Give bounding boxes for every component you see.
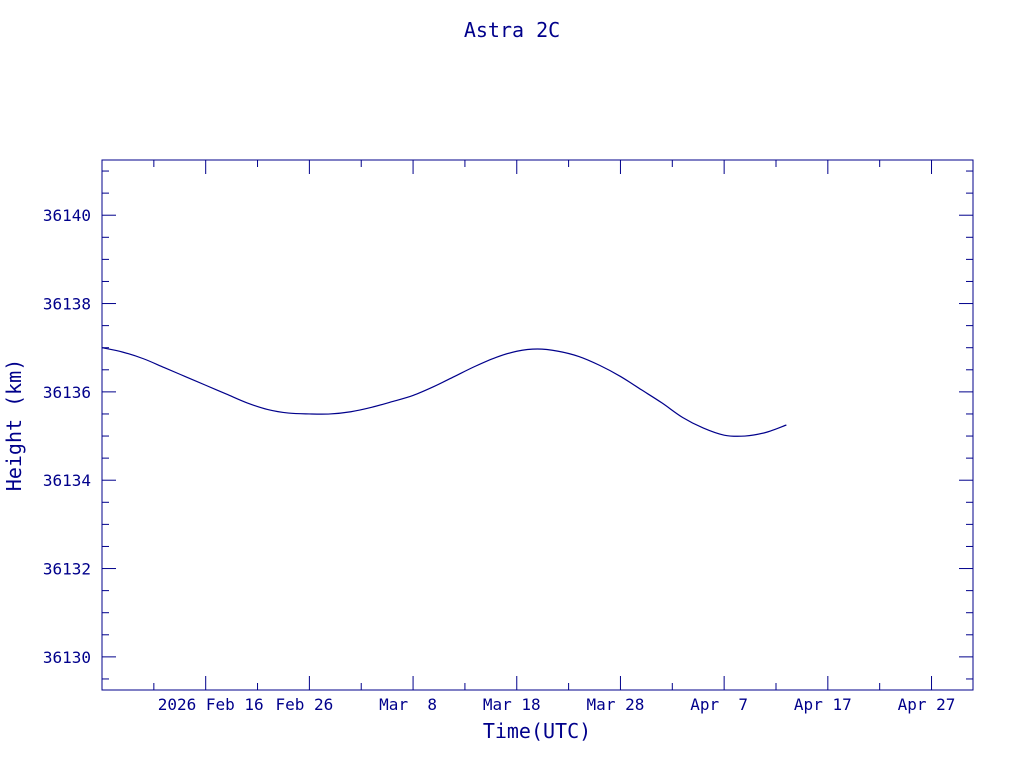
x-tick-label: Mar 8 (379, 695, 437, 714)
x-tick-label: Apr 17 (794, 695, 852, 714)
x-tick-label: 2026 Feb 16 (158, 695, 264, 714)
y-tick-label: 36138 (43, 295, 91, 314)
y-tick-label: 36136 (43, 383, 91, 402)
series-layer (101, 347, 787, 437)
chart-title: Astra 2C (464, 18, 560, 42)
y-tick-label: 36130 (43, 648, 91, 667)
x-axis-ticks: 2026 Feb 16 Feb 26 Mar 8 Mar 18 Mar 28 Apr 7 A… (153, 160, 956, 714)
y-tick-label: 36132 (43, 560, 91, 579)
y-axis-ticks: 36130 36132 36134 36136 36138 36140 (43, 170, 973, 680)
y-axis-label: Height (km) (2, 359, 26, 491)
y-tick-label: 36140 (43, 206, 91, 225)
x-tick-label: Apr 27 (898, 695, 956, 714)
series-line (101, 347, 787, 437)
x-tick-label: Apr 7 (690, 695, 748, 714)
x-tick-label: Feb 26 (275, 695, 333, 714)
x-tick-label: Mar 28 (587, 695, 645, 714)
y-tick-label: 36134 (43, 471, 91, 490)
x-tick-label: Mar 18 (483, 695, 541, 714)
plot-frame (101, 159, 974, 691)
x-axis-label: Time(UTC) (483, 719, 591, 743)
